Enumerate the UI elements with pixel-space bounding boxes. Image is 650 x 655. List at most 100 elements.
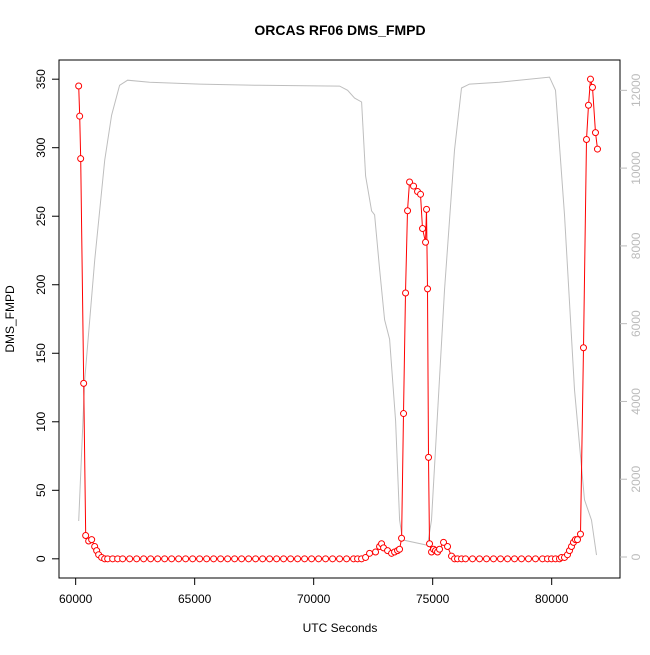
data-point xyxy=(444,542,452,550)
data-point xyxy=(436,545,444,553)
data-point xyxy=(175,555,183,563)
data-point xyxy=(593,145,601,153)
data-point xyxy=(406,178,414,186)
data-point xyxy=(400,410,408,418)
data-point xyxy=(424,285,432,293)
y-tick-label: 300 xyxy=(34,137,48,157)
data-point xyxy=(398,534,406,542)
data-point xyxy=(422,238,430,246)
data-point xyxy=(140,555,148,563)
data-point xyxy=(419,225,427,233)
data-point xyxy=(497,555,505,563)
data-point xyxy=(196,555,204,563)
data-point xyxy=(362,553,370,561)
y-tick-label: 250 xyxy=(34,206,48,226)
data-point xyxy=(579,344,587,352)
data-point xyxy=(511,555,519,563)
data-point xyxy=(396,545,404,553)
data-point xyxy=(294,555,302,563)
data-point xyxy=(252,555,260,563)
data-point xyxy=(75,82,83,90)
data-point xyxy=(88,536,96,544)
data-point xyxy=(280,555,288,563)
chart-title: ORCAS RF06 DMS_FMPD xyxy=(254,22,425,38)
data-point xyxy=(404,207,412,215)
x-tick-label: 70000 xyxy=(297,592,331,606)
data-point xyxy=(440,538,448,546)
data-point xyxy=(343,555,351,563)
data-point xyxy=(410,182,418,190)
y2-tick-label: 4000 xyxy=(629,388,643,415)
data-point xyxy=(518,555,526,563)
data-point xyxy=(573,536,581,544)
y-tick-label: 200 xyxy=(34,274,48,294)
y2-tick-label: 12000 xyxy=(629,73,643,107)
data-point xyxy=(82,532,90,540)
data-point xyxy=(168,555,176,563)
data-point xyxy=(308,555,316,563)
data-point xyxy=(591,129,599,137)
data-point xyxy=(266,555,274,563)
data-point xyxy=(336,555,344,563)
data-point xyxy=(417,190,425,198)
data-point xyxy=(203,555,211,563)
data-point xyxy=(245,555,253,563)
y-tick-label: 100 xyxy=(34,411,48,431)
data-point xyxy=(259,555,267,563)
data-point xyxy=(287,555,295,563)
data-point xyxy=(584,101,592,109)
data-point xyxy=(402,289,410,297)
data-point xyxy=(426,540,434,548)
y2-tick-label: 2000 xyxy=(629,466,643,493)
plot-box xyxy=(58,59,621,579)
data-point xyxy=(210,555,218,563)
x-tick-label: 65000 xyxy=(178,592,212,606)
data-point xyxy=(161,555,169,563)
y2-tick-label: 6000 xyxy=(629,310,643,337)
data-point xyxy=(576,530,584,538)
y-tick-label: 0 xyxy=(34,555,48,562)
data-point xyxy=(80,379,88,387)
data-point xyxy=(476,555,484,563)
data-point xyxy=(154,555,162,563)
data-point xyxy=(126,555,134,563)
data-point xyxy=(189,555,197,563)
x-tick-label: 60000 xyxy=(59,592,93,606)
x-axis-label: UTC Seconds xyxy=(303,621,378,635)
data-point xyxy=(133,555,141,563)
data-point xyxy=(119,555,127,563)
data-point xyxy=(231,555,239,563)
data-point xyxy=(532,555,540,563)
data-point xyxy=(372,548,380,556)
data-point xyxy=(182,555,190,563)
data-point xyxy=(425,453,433,461)
y2-tick-label: 8000 xyxy=(629,232,643,259)
data-point xyxy=(224,555,232,563)
data-point xyxy=(588,83,596,91)
data-point xyxy=(469,555,477,563)
data-point xyxy=(329,555,337,563)
data-point xyxy=(76,112,84,120)
data-point xyxy=(238,555,246,563)
x-tick-label: 75000 xyxy=(416,592,450,606)
data-point xyxy=(483,555,491,563)
y-tick-label: 150 xyxy=(34,343,48,363)
data-point xyxy=(77,155,85,163)
y2-tick-label: 10000 xyxy=(629,151,643,185)
data-point xyxy=(322,555,330,563)
data-point xyxy=(462,555,470,563)
data-point xyxy=(490,555,498,563)
data-point xyxy=(217,555,225,563)
data-point xyxy=(301,555,309,563)
data-point xyxy=(423,205,431,213)
y2-tick-label: 0 xyxy=(629,553,643,560)
data-point xyxy=(504,555,512,563)
y-tick-label: 350 xyxy=(34,69,48,89)
data-point xyxy=(586,75,594,83)
y-axis-label: DMS_FMPD xyxy=(3,285,17,353)
data-point xyxy=(366,549,374,557)
data-point xyxy=(273,555,281,563)
data-point xyxy=(315,555,323,563)
